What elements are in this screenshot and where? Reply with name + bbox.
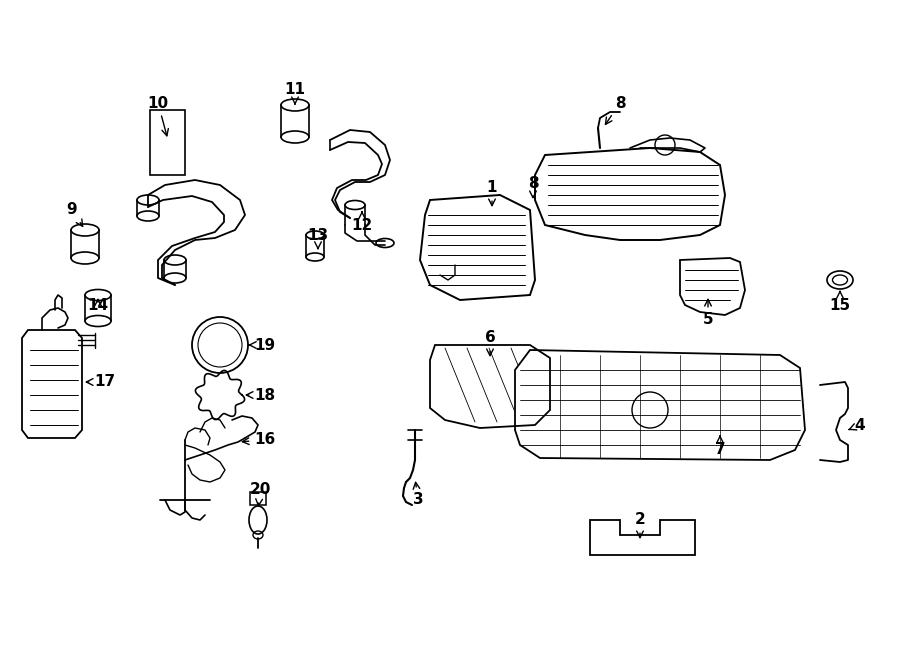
Polygon shape [535, 148, 725, 240]
Text: 7: 7 [715, 436, 725, 457]
Polygon shape [430, 345, 550, 428]
Text: 3: 3 [413, 483, 423, 508]
Polygon shape [680, 258, 745, 315]
Text: 6: 6 [484, 330, 495, 356]
Ellipse shape [249, 506, 267, 534]
Text: 2: 2 [634, 512, 645, 537]
Text: 5: 5 [703, 299, 714, 327]
Polygon shape [515, 350, 805, 460]
Text: 14: 14 [87, 297, 109, 313]
Text: 10: 10 [148, 95, 168, 136]
Text: 15: 15 [830, 292, 850, 313]
Text: 12: 12 [351, 212, 373, 233]
Ellipse shape [827, 271, 853, 289]
Text: 1: 1 [487, 180, 497, 206]
Text: 9: 9 [67, 202, 83, 226]
Text: 17: 17 [86, 375, 115, 389]
Text: 8: 8 [606, 95, 626, 124]
Text: 20: 20 [249, 483, 271, 506]
Text: 19: 19 [248, 338, 275, 352]
Text: 18: 18 [247, 387, 275, 403]
Text: 8: 8 [527, 176, 538, 198]
Text: 4: 4 [849, 418, 865, 432]
Polygon shape [22, 330, 82, 438]
Text: 16: 16 [242, 432, 275, 447]
Polygon shape [420, 195, 535, 300]
Text: 13: 13 [308, 227, 328, 249]
Text: 11: 11 [284, 83, 305, 104]
